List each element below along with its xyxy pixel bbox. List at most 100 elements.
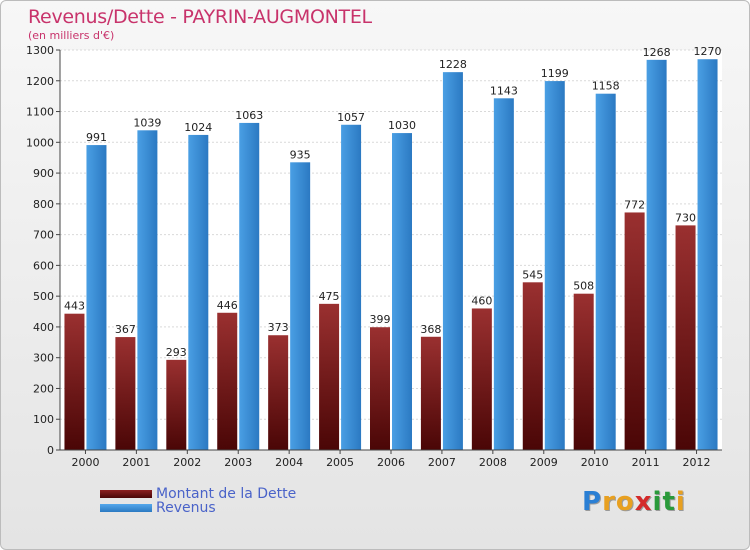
logo-letter: i	[652, 487, 663, 517]
data-label-revenus-2007: 1228	[439, 58, 467, 71]
bar-revenus-2005	[341, 124, 362, 451]
x-tick-label-2006: 2006	[377, 456, 405, 469]
bar-dette-2012	[675, 225, 696, 450]
y-tick-label: 100	[33, 413, 54, 426]
grid	[60, 49, 722, 451]
data-label-dette-2009: 545	[522, 268, 543, 281]
data-label-revenus-2004: 935	[290, 148, 311, 161]
x-tick-label-2008: 2008	[479, 456, 507, 469]
x-tick-label-2002: 2002	[173, 456, 201, 469]
bar-revenus-2009	[544, 81, 565, 451]
x-tick-label-2001: 2001	[122, 456, 150, 469]
y-tick-label: 400	[33, 321, 54, 334]
x-tick-label-2004: 2004	[275, 456, 303, 469]
bar-dette-2004	[268, 335, 289, 450]
chart-title: Revenus/Dette - PAYRIN-AUGMONTEL	[28, 6, 372, 28]
logo-letter: o	[615, 487, 635, 517]
data-label-dette-2007: 368	[420, 323, 441, 336]
data-label-revenus-2011: 1268	[643, 46, 671, 59]
y-tick-label: 1100	[26, 106, 54, 119]
data-label-revenus-2010: 1158	[592, 80, 620, 93]
plot-background	[60, 50, 722, 450]
data-label-dette-2008: 460	[471, 294, 492, 307]
data-label-revenus-2009: 1199	[541, 67, 569, 80]
x-tick-label-2003: 2003	[224, 456, 252, 469]
legend-swatch-revenus	[100, 504, 152, 512]
bar-dette-2010	[573, 293, 594, 450]
data-label-dette-2011: 772	[624, 198, 645, 211]
bar-dette-2002	[166, 359, 187, 450]
legend-item-dette: Montant de la Dette	[100, 486, 340, 502]
x-tick-label-2000: 2000	[71, 456, 99, 469]
logo-letter: P	[582, 487, 603, 517]
data-label-dette-2012: 730	[675, 211, 696, 224]
logo-letter: r	[602, 487, 616, 517]
bar-revenus-2007	[442, 72, 463, 451]
x-tick-label-2012: 2012	[683, 456, 711, 469]
bar-revenus-2003	[239, 122, 260, 450]
y-tick-label: 1200	[26, 75, 54, 88]
data-label-dette-2004: 373	[268, 321, 289, 334]
data-label-dette-2003: 446	[217, 299, 238, 312]
bar-revenus-2000	[86, 145, 107, 451]
data-label-dette-2000: 443	[64, 300, 85, 313]
data-label-revenus-2003: 1063	[235, 109, 263, 122]
bar-revenus-2002	[188, 134, 209, 450]
bar-dette-2005	[319, 303, 340, 450]
data-label-dette-2001: 367	[115, 323, 136, 336]
y-tick-label: 700	[33, 229, 54, 242]
bar-dette-2011	[624, 212, 645, 450]
y-tick-label: 500	[33, 290, 54, 303]
bar-dette-2001	[115, 337, 136, 450]
logo-letter: i	[675, 487, 686, 517]
data-label-revenus-2000: 991	[86, 131, 107, 144]
bar-dette-2003	[217, 312, 238, 450]
legend-label-dette: Montant de la Dette	[156, 486, 297, 502]
data-label-revenus-2002: 1024	[184, 121, 212, 134]
data-label-revenus-2008: 1143	[490, 84, 518, 97]
bar-dette-2007	[420, 336, 441, 450]
x-tick-label-2007: 2007	[428, 456, 456, 469]
bar-revenus-2001	[137, 130, 158, 451]
axes: 0 100 200 300 400 500 600 700 800 900 1000 1100 1200…	[26, 44, 722, 469]
data-label-revenus-2001: 1039	[133, 116, 161, 129]
bar-revenus-2004	[290, 162, 311, 451]
bar-revenus-2011	[646, 59, 667, 450]
proxiti-logo: Proxiti	[582, 487, 686, 517]
y-tick-label: 200	[33, 382, 54, 395]
x-tick-label-2011: 2011	[632, 456, 660, 469]
data-label-dette-2005: 475	[319, 290, 340, 303]
y-tick-label: 1300	[26, 44, 54, 57]
logo-letter: t	[662, 487, 676, 517]
bar-revenus-2006	[392, 133, 412, 451]
y-tick-label: 300	[33, 352, 54, 365]
data-label-dette-2002: 293	[166, 346, 187, 359]
y-tick-label: 600	[33, 259, 54, 272]
data-label-revenus-2005: 1057	[337, 111, 365, 124]
bar-revenus-2008	[493, 98, 514, 451]
legend-swatch-dette	[100, 490, 152, 498]
x-tick-label-2005: 2005	[326, 456, 354, 469]
y-tick-label: 0	[47, 444, 54, 457]
data-label-revenus-2006: 1030	[388, 119, 416, 132]
bar-revenus-2010	[595, 93, 616, 450]
legend-label-revenus: Revenus	[156, 500, 216, 516]
logo-letter: x	[634, 487, 653, 517]
x-tick-label-2009: 2009	[530, 456, 558, 469]
bar-dette-2009	[522, 282, 543, 450]
bar-revenus-2012	[697, 59, 718, 450]
y-tick-label: 900	[33, 167, 54, 180]
bar-dette-2006	[370, 327, 390, 450]
bar-dette-2008	[471, 308, 492, 450]
legend-item-revenus: Revenus	[100, 500, 340, 516]
data-labels: 443 991 367 1039 293 1024 446 1063 373 935 475 1057…	[64, 45, 722, 359]
x-tick-label-2010: 2010	[581, 456, 609, 469]
bars	[64, 59, 718, 451]
y-tick-label: 1000	[26, 136, 54, 149]
data-label-revenus-2012: 1270	[694, 45, 722, 58]
bar-dette-2000	[64, 313, 85, 450]
data-label-dette-2006: 399	[370, 313, 391, 326]
data-label-dette-2010: 508	[573, 280, 594, 293]
y-tick-label: 800	[33, 198, 54, 211]
